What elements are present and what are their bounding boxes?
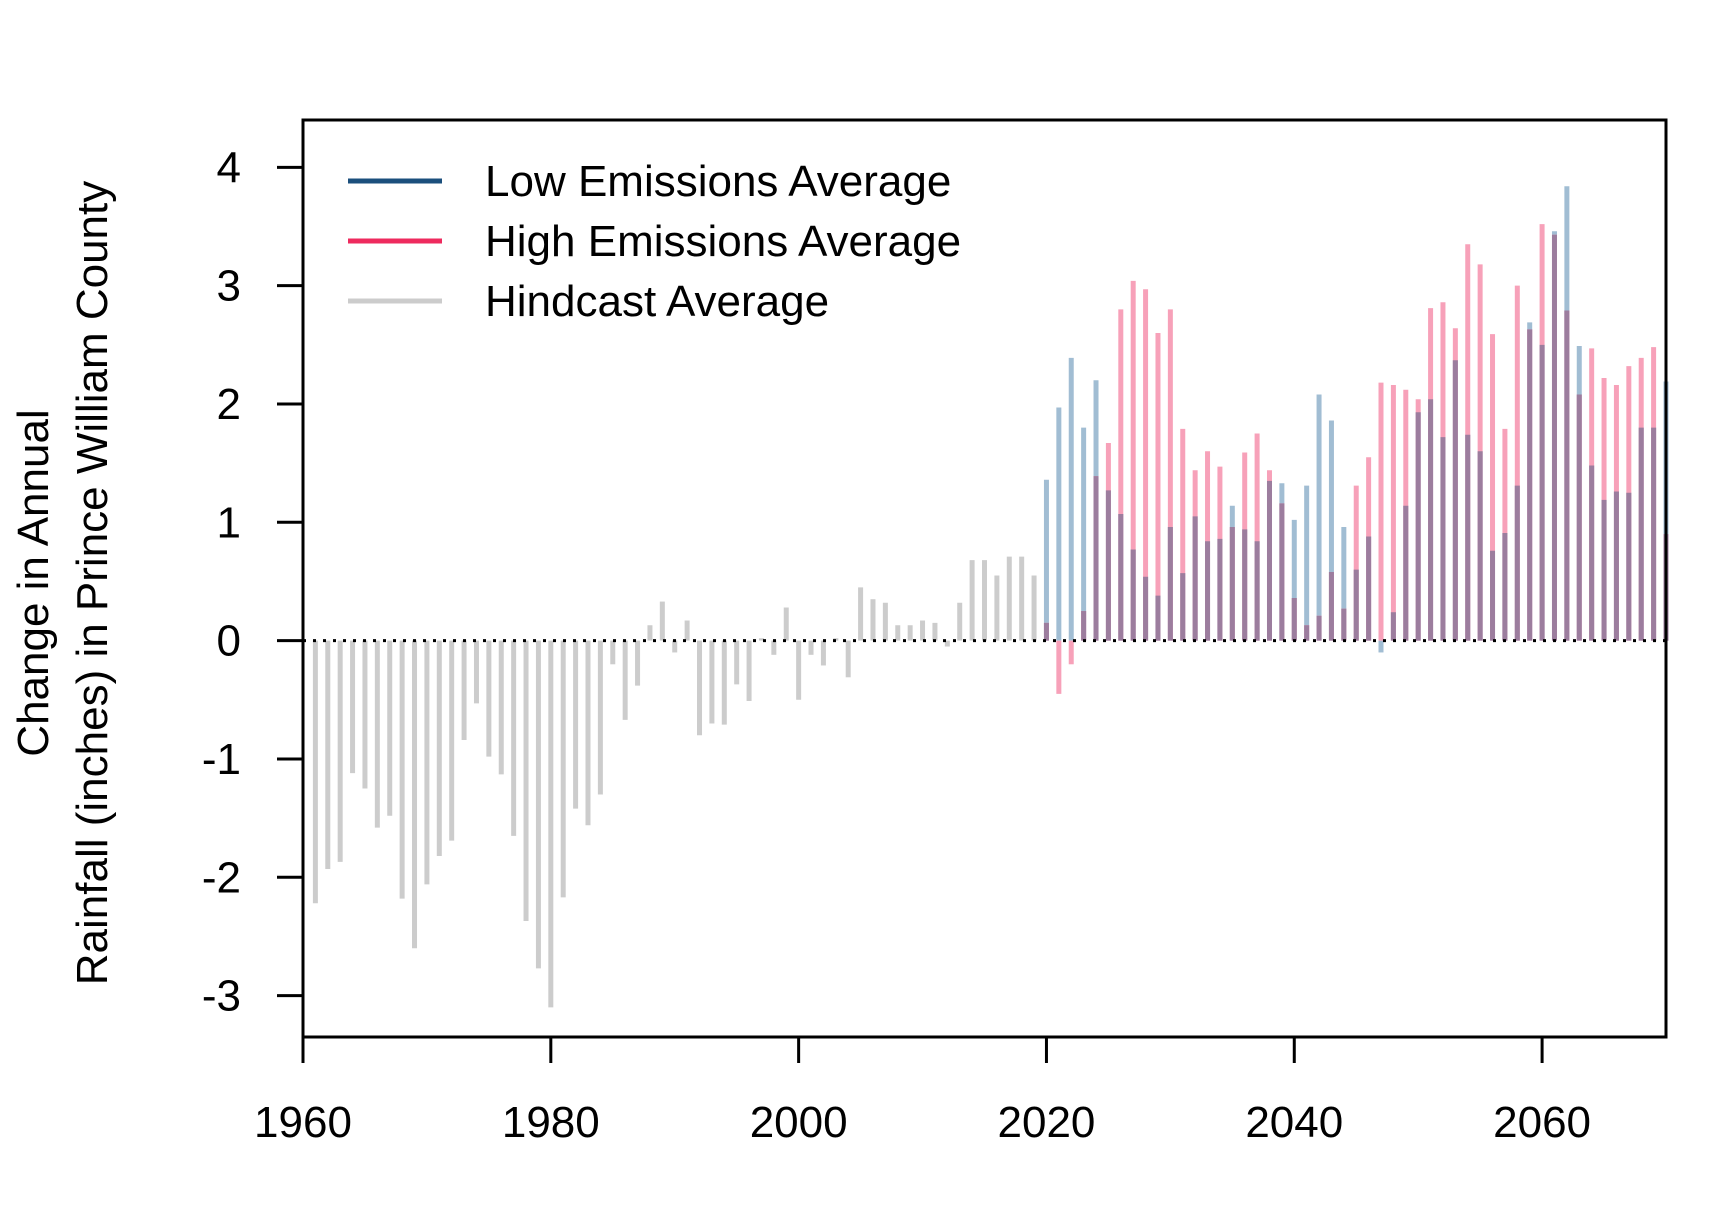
x-tick-label: 2060 [1493,1098,1591,1147]
y-axis-label-line-1: Change in Annual [9,409,58,756]
y-tick-label: 2 [217,380,241,429]
x-axis: 1960 1980 2000 2020 2040 2060 [254,1035,1591,1147]
y-tick-label: 4 [217,143,241,192]
legend-label: High Emissions Average [485,217,961,266]
legend: Low Emissions Average High Emissions Aver… [348,157,961,326]
legend-label: Hindcast Average [485,277,829,326]
y-axis-label-line-2: Rainfall (inches) in Prince William Coun… [68,181,117,985]
hindcast-bars [312,556,1037,1008]
overlap-bars [1043,234,1669,641]
y-tick-label: 1 [217,498,241,547]
y-axis: -3 -2 -1 0 1 2 3 4 [202,143,305,1021]
y-axis-label: Change in Annual Rainfall (inches) in Pr… [9,181,117,985]
x-tick-label: 2000 [750,1098,848,1147]
y-tick-label: 0 [217,617,241,666]
y-tick-label: -1 [202,735,241,784]
y-tick-label: -2 [202,853,241,902]
x-tick-label: 1980 [502,1098,600,1147]
x-tick-label: 2040 [1245,1098,1343,1147]
legend-label: Low Emissions Average [485,157,951,206]
y-tick-label: 3 [217,262,241,311]
y-tick-label: -3 [202,972,241,1021]
x-tick-label: 2020 [998,1098,1096,1147]
x-tick-label: 1960 [254,1098,352,1147]
